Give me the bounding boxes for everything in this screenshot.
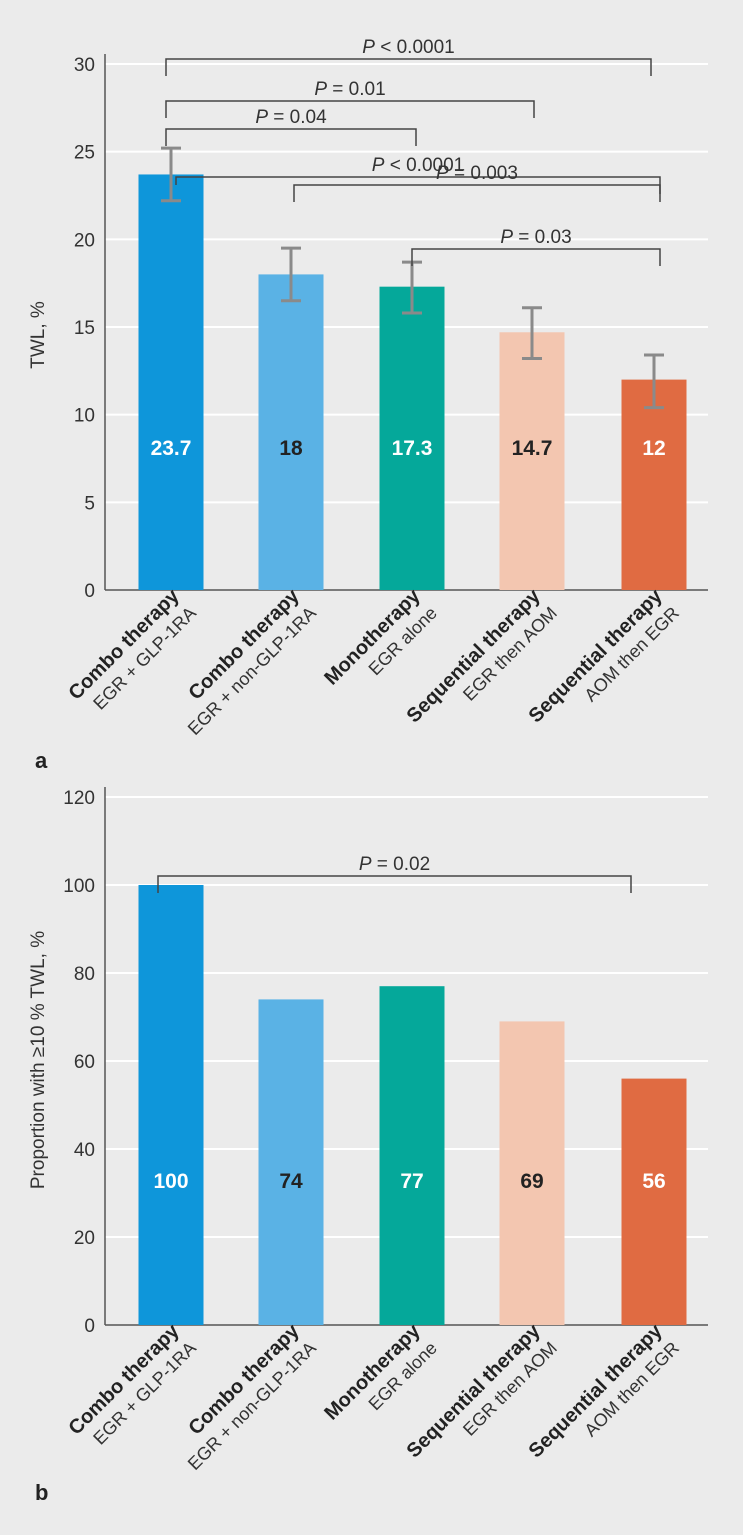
error-bar [161,146,181,203]
bar-value-label: 23.7 [151,437,192,460]
bar-value-label: 74 [279,1170,303,1193]
bar-value-label: 12 [642,437,665,460]
p-value-label: P = 0.02 [359,854,430,875]
y-tick-label: 10 [74,406,95,427]
bar-value-label: 77 [400,1170,423,1193]
bracket-line [165,100,535,118]
bracket-line [293,184,661,202]
y-tick-label: 120 [63,788,95,809]
p-symbol: P [314,79,327,100]
y-tick-label: 60 [74,1052,95,1073]
significance-bracket: P < 0.0001 [175,155,661,194]
p-symbol: P [362,37,375,58]
panel-label: b [35,1480,48,1505]
y-tick-label: 0 [84,581,95,602]
significance-bracket: P < 0.0001 [165,37,652,76]
p-value-label: P = 0.03 [500,227,571,248]
p-text: = 0.02 [372,854,431,875]
p-value-label: P = 0.01 [314,79,385,100]
y-tick-label: 30 [74,55,95,76]
bar-value-label: 14.7 [512,437,553,460]
significance-bracket: P = 0.04 [165,107,417,146]
y-tick-label: 80 [74,964,95,985]
bracket-line [411,248,661,266]
p-symbol: P [255,107,268,128]
p-value-label: P < 0.0001 [372,155,464,176]
significance-bracket: P = 0.03 [411,227,661,266]
p-text: = 0.003 [449,163,518,184]
p-text: < 0.0001 [384,155,464,176]
bar [138,174,204,590]
bar [138,885,204,1325]
y-tick-label: 40 [74,1140,95,1161]
panel-label: a [35,748,48,773]
significance-bracket: P = 0.003 [293,163,661,202]
bar [258,999,324,1325]
significance-bracket: P = 0.01 [165,79,535,118]
y-tick-label: 0 [84,1316,95,1337]
p-value-label: P = 0.04 [255,107,327,128]
p-symbol: P [359,854,372,875]
bar [499,332,565,590]
y-axis-title: TWL, % [28,301,49,369]
bar-value-label: 18 [279,437,303,460]
bar [621,1078,687,1325]
error-bar [522,306,542,361]
p-value-label: P = 0.003 [436,163,518,184]
y-tick-label: 20 [74,230,95,251]
p-text: < 0.0001 [375,37,455,58]
p-text: = 0.01 [327,79,386,100]
y-tick-label: 25 [74,143,95,164]
bar-value-label: 17.3 [392,437,433,460]
chart-panel-b: 0 20 40 60 80 100 120 Proportion with ≥10 % TWL… [28,787,708,1505]
p-text: = 0.04 [268,107,327,128]
y-tick-label: 20 [74,1228,95,1249]
y-tick-label: 5 [84,493,95,514]
chart-panel-a: 0 5 10 15 20 25 30 TWL, % 23.7 18 17.3 14.7 12 P < 0.… [28,37,708,773]
bracket-line [165,128,417,146]
bar [621,379,687,590]
p-symbol: P [436,163,449,184]
error-bar [281,246,301,303]
p-text: = 0.03 [513,227,572,248]
bar [379,986,445,1325]
bar-value-label: 56 [642,1170,665,1193]
y-tick-label: 100 [63,876,95,897]
bar [258,274,324,590]
bracket-line [157,875,632,893]
y-axis-title: Proportion with ≥10 % TWL, % [28,931,49,1189]
y-tick-label: 15 [74,318,95,339]
bar-value-label: 100 [153,1170,188,1193]
p-symbol: P [500,227,513,248]
bracket-line [165,58,652,76]
bar [379,286,445,590]
bar-value-label: 69 [520,1170,543,1193]
p-value-label: P < 0.0001 [362,37,454,58]
error-bar [644,353,664,410]
bar [499,1021,565,1325]
p-symbol: P [372,155,385,176]
significance-bracket: P = 0.02 [157,854,632,893]
